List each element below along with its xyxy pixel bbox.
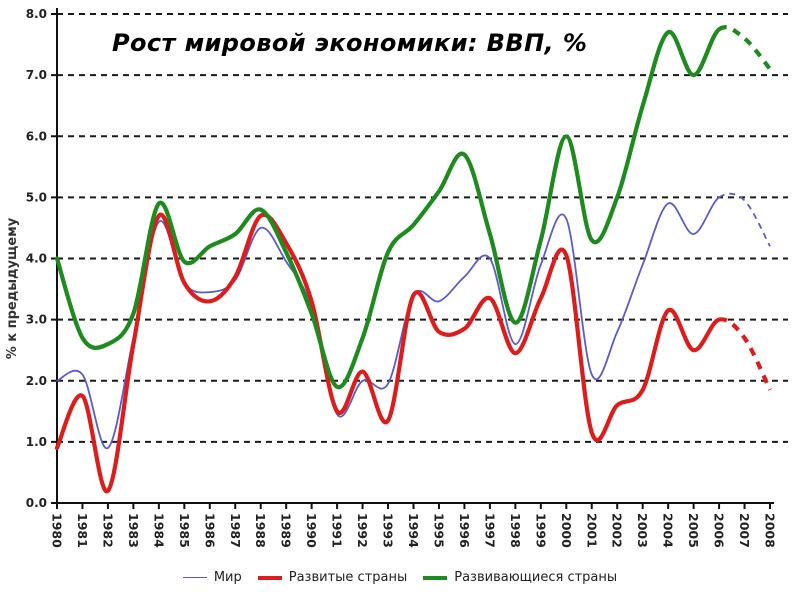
developed-line-forecast bbox=[718, 317, 772, 391]
x-tick-label: 1983 bbox=[126, 513, 141, 548]
x-tick-label: 1988 bbox=[253, 513, 268, 548]
y-tick-label: 7.0 bbox=[26, 68, 47, 82]
y-tick-label: 5.0 bbox=[26, 190, 47, 204]
legend-label-developed: Развитые страны bbox=[288, 570, 408, 585]
chart-title: Рост мировой экономики: ВВП, % bbox=[112, 29, 588, 57]
legend-item-developing: Развивающиеся страны bbox=[423, 570, 617, 585]
legend-label-developing: Развивающиеся страны bbox=[454, 570, 618, 585]
x-tick-label: 1994 bbox=[406, 513, 421, 548]
x-tick-label: 2005 bbox=[686, 513, 701, 548]
x-tick-label: 1986 bbox=[202, 513, 217, 548]
x-tick-label: 1991 bbox=[330, 513, 345, 548]
x-tick-label: 1989 bbox=[279, 513, 294, 548]
x-tick-label: 2003 bbox=[635, 513, 650, 548]
x-tick-label: 2008 bbox=[763, 513, 778, 548]
world-line bbox=[56, 196, 720, 449]
legend-item-world: Мир bbox=[182, 570, 242, 585]
x-tick-label: 1995 bbox=[431, 513, 446, 548]
y-tick-label: 3.0 bbox=[26, 313, 47, 327]
x-tick-label: 1992 bbox=[355, 513, 370, 548]
y-tick-label: 1.0 bbox=[26, 435, 47, 449]
x-tick-label: 2000 bbox=[559, 513, 574, 548]
x-tick-label: 1982 bbox=[100, 513, 115, 548]
y-tick-label: 0.0 bbox=[26, 496, 47, 510]
x-tick-label: 1998 bbox=[508, 513, 523, 548]
y-tick-label: 8.0 bbox=[26, 7, 47, 21]
y-axis-label: % к предыдущему bbox=[5, 217, 20, 359]
x-tick-label: 1990 bbox=[304, 513, 319, 548]
world-line-forecast bbox=[718, 192, 771, 247]
x-tick-label: 2001 bbox=[584, 513, 599, 548]
x-tick-label: 1996 bbox=[457, 513, 472, 548]
chart-legend: Мир Развитые страны Развивающиеся страны bbox=[0, 570, 800, 585]
legend-label-world: Мир bbox=[213, 570, 242, 585]
y-tick-label: 2.0 bbox=[26, 374, 47, 388]
y-tick-label: 4.0 bbox=[26, 252, 47, 266]
developed-legend-line-icon bbox=[257, 575, 282, 580]
developing-line bbox=[54, 27, 722, 390]
x-tick-label: 2007 bbox=[737, 513, 752, 548]
developing-line-forecast bbox=[717, 25, 772, 71]
x-tick-label: 1999 bbox=[533, 513, 548, 548]
x-tick-label: 1981 bbox=[75, 513, 90, 548]
legend-item-developed: Развитые страны bbox=[257, 570, 408, 585]
world-legend-line-icon bbox=[182, 577, 207, 578]
x-tick-label: 1980 bbox=[50, 513, 65, 548]
x-tick-label: 1984 bbox=[151, 513, 166, 548]
x-tick-label: 1987 bbox=[228, 513, 243, 548]
x-tick-label: 1985 bbox=[177, 513, 192, 548]
developed-line bbox=[54, 212, 722, 493]
x-tick-label: 1997 bbox=[482, 513, 497, 548]
y-tick-label: 6.0 bbox=[26, 129, 47, 143]
x-tick-label: 2004 bbox=[661, 513, 676, 548]
x-tick-label: 2002 bbox=[610, 513, 625, 548]
x-tick-label: 1993 bbox=[381, 513, 396, 548]
x-tick-label: 2006 bbox=[712, 513, 727, 548]
developing-legend-line-icon bbox=[423, 575, 448, 580]
